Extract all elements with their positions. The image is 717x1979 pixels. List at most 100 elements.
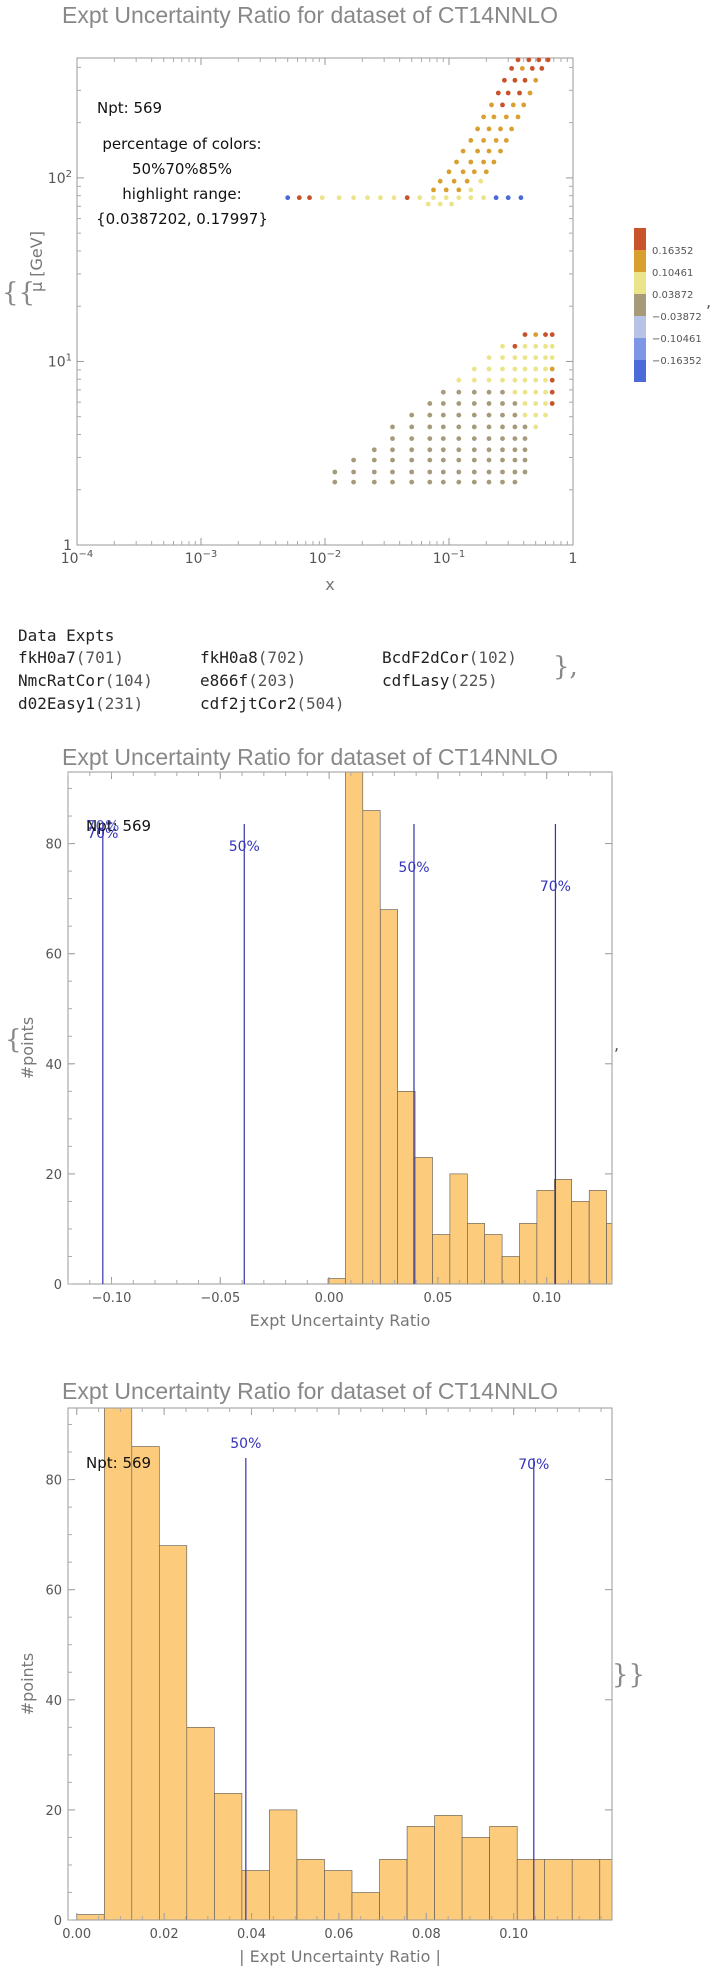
data-point [545,57,551,63]
data-point [371,457,377,463]
data-point [549,389,555,395]
data-point [440,424,446,430]
data-point [522,436,528,441]
histogram-bar [76,1914,105,1921]
data-point [500,355,505,360]
data-point [486,479,492,485]
data-point [493,138,499,143]
data-point [522,77,528,83]
data-point [549,355,555,360]
data-point [486,424,492,430]
data-point [427,412,433,418]
data-point [468,159,474,165]
data-point [517,90,522,96]
data-point [478,178,484,184]
data-point [307,195,312,201]
data-point [500,377,505,383]
data-point [500,436,505,441]
data-point [498,148,503,154]
data-point [486,447,492,453]
data-point [549,366,555,372]
data-point [409,479,415,485]
data-point [456,389,462,395]
data-point [471,457,477,463]
y-tick-label: 102 [48,169,72,187]
data-point [451,178,457,184]
data-point [351,195,356,201]
x-tick-label: 0.00 [315,1291,344,1306]
expt-name: BcdF2dCor [382,648,469,667]
histogram-bar [449,1173,468,1285]
x-tick-label: 1 [569,551,578,567]
data-point [437,178,443,184]
data-point [522,332,528,337]
data-point [440,447,446,453]
data-point [471,169,477,175]
expt-id: (504) [296,694,345,713]
data-point [486,401,492,406]
x-axis-label: | Expt Uncertainty Ratio | [239,1947,441,1966]
percentile-label: 70% [518,1457,549,1473]
legend-label: −0.16352 [652,356,702,367]
histogram-bar [544,1859,573,1921]
data-point [486,469,492,475]
data-point [489,102,494,108]
histogram-bar [536,1190,555,1285]
data-point [500,412,505,418]
histogram-bar [606,1223,613,1285]
data-point [522,389,528,395]
expt-name: e866f [200,671,249,690]
data-point [543,412,548,418]
data-point [481,159,486,165]
data-point [471,447,477,453]
chart3-title: Expt Uncertainty Ratio for dataset of CT… [62,1378,558,1404]
data-point [522,469,528,475]
data-point [491,159,497,165]
expt-item: cdf2jtCor2(504) [200,693,382,715]
data-point [481,195,486,201]
data-point [486,457,492,463]
data-point [456,195,462,201]
data-point [522,377,528,383]
data-point [515,114,521,120]
data-point [437,201,443,207]
data-point [440,469,446,475]
expt-item: fkH0a8(702) [200,647,382,669]
data-point [456,447,462,453]
data-point [431,187,436,193]
histogram-bar [553,1179,572,1285]
expt-name: NmcRatCor [18,671,105,690]
data-point [502,77,507,83]
plot-frame [76,57,574,546]
expt-id: (231) [95,694,144,713]
data-point [371,469,377,475]
data-point [427,424,433,430]
percentile-label-overlap: 70% [86,817,119,835]
data-point [500,469,505,475]
npt-label: Npt: 569 [86,1454,151,1472]
chart2-histogram: −0.10 −0.05 0.00 0.05 0.10 0 20 40 60 80 70% 50% 50%… [18,771,613,1330]
data-point [285,195,291,201]
expt-name: d02Easy1 [18,694,96,713]
y-tick-label: 80 [45,1474,62,1489]
data-point [486,355,492,360]
data-point [332,479,338,485]
chart1-scatter: 10−4 10−3 10−2 10−1 1 1 101 102 x μ [GeV] Npt: 569… [27,57,702,594]
data-point [526,57,532,63]
expt-name: cdf2jtCor2 [200,694,297,713]
data-point [468,195,474,201]
data-point [512,457,518,463]
data-point [543,401,548,406]
data-point [449,201,454,207]
data-point [332,469,338,475]
data-point [512,436,518,441]
data-point [440,401,446,406]
percentile-label: 70% [87,826,118,842]
histogram-bar [516,1859,546,1921]
data-point [543,366,548,372]
data-point [471,436,477,441]
histogram-bar [489,1826,518,1921]
data-point [505,90,511,96]
data-point [495,90,501,96]
data-point [365,195,370,201]
